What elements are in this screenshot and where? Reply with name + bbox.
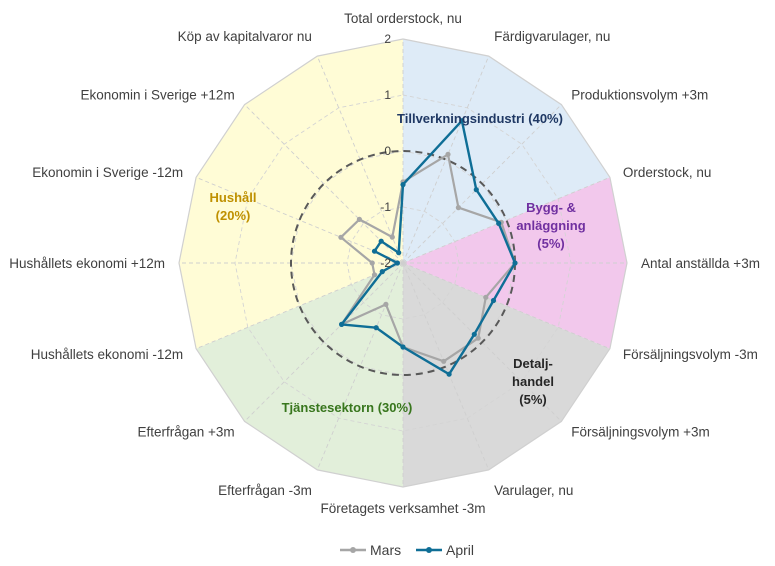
grid-ring-4 [178,38,628,488]
spoke-14 [244,104,404,264]
series-point-mars-13 [338,234,344,240]
series-point-mars-15 [389,234,395,240]
series-april [339,118,518,377]
axis-label-6: Försäljningsvolym +3m [571,424,709,439]
series-point-mars-6 [475,335,481,341]
axis-label-7: Varulager, nu [494,483,573,498]
series-point-mars-2 [455,205,461,211]
series-point-april-8 [400,344,406,350]
axis-label-5: Försäljningsvolym -3m [623,347,758,362]
sector-label-3: Tjänstesektorn (30%) [282,400,413,415]
series-point-april-7 [446,371,452,377]
sector-label-line: (5%) [537,236,564,251]
series-point-mars-14 [356,216,362,222]
axis-label-13: Ekonomin i Sverige -12m [32,165,183,180]
spoke-5 [402,262,611,350]
axis-label-11: Hushållets ekonomi -12m [31,347,183,362]
series-point-april-12 [394,260,400,266]
series-point-april-11 [379,269,385,275]
legend-entry-mars: Mars [340,542,401,558]
radial-tick-labels: -2 -1 0 1 2 [380,32,391,270]
series-point-mars-1 [445,151,451,157]
legend-swatch-marker [350,547,356,553]
tick-label-2: 0 [384,144,391,158]
series-point-april-5 [490,297,497,304]
axis-label-4: Antal anställda +3m [641,256,760,271]
tick-label-3: 1 [384,88,391,102]
sector-label-line: Tjänstesektorn (30%) [282,400,413,415]
sector-label-1: Bygg- & anläggning (5%) [516,200,585,251]
axis-label-0: Total orderstock, nu [344,11,462,26]
axis-label-10: Efterfrågan +3m [138,424,235,439]
sector-label-line: Hushåll [210,190,257,205]
spoke-10 [244,262,404,422]
sector-label-line: (5%) [519,392,546,407]
series-point-april-0 [400,182,406,188]
series-point-mars-9 [383,301,389,307]
axis-label-3: Orderstock, nu [623,165,712,180]
sector-label-line: Bygg- & [526,200,576,215]
series-point-april-3 [496,220,502,226]
sector-label-line: Tillverkningsindustri (40%) [397,111,563,126]
axis-label-8: Företagets verksamhet -3m [320,501,485,516]
series-point-mars-12 [369,260,375,266]
tick-label-1: -1 [380,200,391,214]
series-point-april-10 [339,321,345,327]
axis-label-14: Ekonomin i Sverige +12m [80,88,234,103]
legend-label: April [446,542,474,558]
series-point-april-6 [471,331,477,337]
axis-labels: Total orderstock, nu Färdigvarulager, nu P… [9,11,760,516]
axis-label-1: Färdigvarulager, nu [494,29,610,44]
spoke-13 [195,176,404,264]
data-series [338,118,518,377]
sector-label-2: Detalj-handel (5%) [512,356,554,407]
spoke-15 [316,55,404,264]
spoke-11 [195,262,404,350]
spoke-9 [316,262,404,471]
axis-label-12: Hushållets ekonomi +12m [9,256,165,271]
spoke-1 [402,55,490,264]
sector-labels: Tillverkningsindustri (40%) Bygg- & anlägg… [210,111,586,415]
spoke-3 [402,176,611,264]
sector-label-0: Tillverkningsindustri (40%) [397,111,563,126]
series-point-april-13 [371,248,378,254]
axis-label-15: Köp av kapitalvaror nu [178,29,312,44]
series-point-april-15 [396,250,402,256]
series-point-mars-5 [483,294,489,300]
legend-swatch-marker [426,547,432,553]
sector-background-0 [403,39,610,263]
sector-background-4 [179,39,403,349]
series-point-april-2 [473,187,479,193]
sector-background-2 [403,263,610,487]
legend-label: Mars [370,542,401,558]
axis-label-9: Efterfrågan -3m [218,483,312,498]
sector-label-4: Hushåll (20%) [210,190,257,223]
legend-entry-april: April [416,542,474,558]
grid-ring-2 [290,150,516,376]
series-point-mars-11 [371,272,378,278]
series-point-april-1 [459,118,465,124]
series-point-april-14 [378,238,384,244]
sector-label-line: Detalj- [513,356,553,371]
series-point-april-9 [373,325,379,331]
series-point-april-4 [512,260,518,266]
sector-label-line: (20%) [216,208,251,223]
tick-label-0: -2 [380,256,391,270]
axis-label-2: Produktionsvolym +3m [571,88,708,103]
sector-label-line: anläggning [516,218,585,233]
tick-label-4: 2 [384,32,391,46]
legend: Mars April [340,542,474,558]
sector-label-line: handel [512,374,554,389]
spoke-7 [402,262,490,471]
series-point-mars-7 [441,358,447,364]
grid-ring-1 [346,206,460,320]
